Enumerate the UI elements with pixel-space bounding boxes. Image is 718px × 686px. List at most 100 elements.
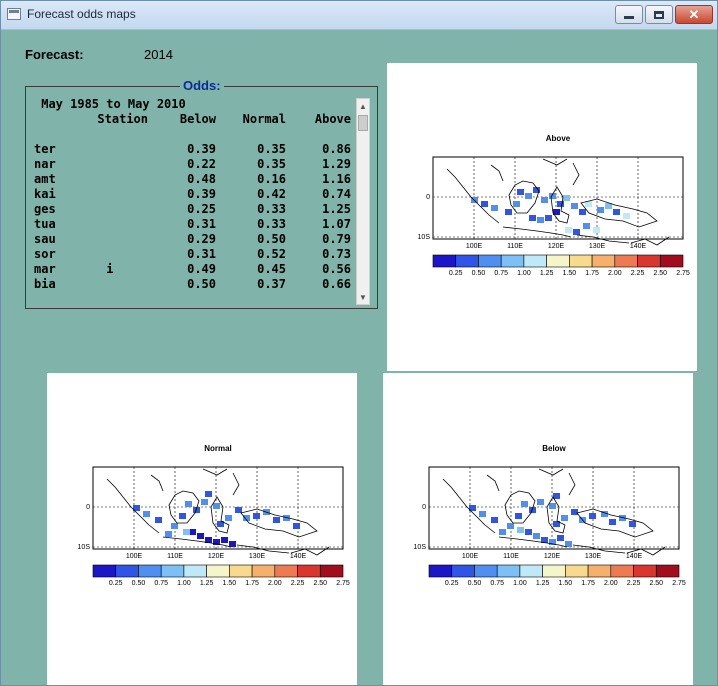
odds-text-area[interactable]: May 1985 to May 2010 Station Below Norma… <box>34 97 352 297</box>
data-cell <box>601 511 608 517</box>
data-cell <box>549 193 556 199</box>
map-panel-below: Below 100E 110E 120E 130E 140E 0 10S 0.25 0.50 0.7… <box>383 373 693 685</box>
odds-cell-below: 0.22 <box>187 157 216 171</box>
odds-cell-above: 0.74 <box>322 187 351 201</box>
colorbar-label: 1.75 <box>585 270 599 277</box>
odds-cell-normal: 0.33 <box>257 217 286 231</box>
colorbar-label: 0.50 <box>132 580 146 587</box>
data-cell <box>253 513 260 519</box>
colorbar-swatch <box>565 564 589 578</box>
odds-row: sor 0.31 0.52 0.73 <box>34 247 352 262</box>
minimize-button[interactable] <box>615 5 643 24</box>
odds-legend: Odds: <box>180 78 224 94</box>
maximize-button[interactable] <box>645 5 673 24</box>
scroll-thumb[interactable] <box>358 115 368 131</box>
colorbar-swatch <box>432 254 457 268</box>
coastline <box>502 226 572 238</box>
data-cell <box>589 513 596 519</box>
odds-row: kai 0.39 0.42 0.74 <box>34 187 352 202</box>
odds-cell-normal: 0.50 <box>257 232 286 246</box>
colorbar-label: 1.50 <box>223 580 237 587</box>
odds-cell-normal: 0.42 <box>257 187 286 201</box>
data-cell <box>229 541 236 547</box>
data-cell <box>541 197 548 203</box>
close-button[interactable]: ✕ <box>675 5 713 24</box>
x-tick-label: 140E <box>626 553 643 560</box>
odds-cell-name: nar <box>34 157 56 171</box>
colorbar-swatch <box>428 564 453 578</box>
map-title: Normal <box>204 444 232 453</box>
data-cell <box>549 539 556 545</box>
colorbar-swatch <box>319 564 344 578</box>
colorbar-swatch <box>523 254 547 268</box>
coastline <box>162 536 232 548</box>
data-cell <box>541 537 548 543</box>
forecast-label: Forecast: <box>25 47 84 62</box>
colorbar-swatch <box>519 564 543 578</box>
odds-cell-below: 0.29 <box>187 232 216 246</box>
data-cell <box>213 539 220 545</box>
colorbar-swatch <box>591 254 616 268</box>
odds-cell-normal: 0.35 <box>257 157 286 171</box>
data-cell <box>491 205 498 211</box>
data-cell <box>565 541 572 547</box>
colorbar-label: 1.75 <box>581 580 595 587</box>
colorbar-swatch <box>92 564 117 578</box>
data-cell <box>549 503 556 509</box>
odds-cell-above: 0.73 <box>322 247 351 261</box>
data-cell <box>189 529 196 535</box>
colorbar: 0.25 0.50 0.75 1.00 1.25 1.50 1.75 2.00 2.25 2.50… <box>428 564 686 587</box>
colorbar: 0.25 0.50 0.75 1.00 1.25 1.50 1.75 2.00 2.25 2.50… <box>92 564 350 587</box>
odds-row: tua 0.31 0.33 1.07 <box>34 217 352 232</box>
coastline <box>542 158 568 166</box>
colorbar-label: 2.75 <box>672 580 686 587</box>
colorbar-label: 0.25 <box>109 580 123 587</box>
data-cell <box>553 209 560 215</box>
data-cell <box>235 507 242 513</box>
map-plot: 100E 110E 120E 130E 140E 0 10S <box>418 156 684 250</box>
data-cell <box>283 515 290 521</box>
odds-cell-normal: 0.52 <box>257 247 286 261</box>
odds-group: Odds: May 1985 to May 2010 Station Below… <box>25 78 378 309</box>
data-cell <box>525 529 532 535</box>
odds-cell-below: 0.39 <box>187 142 216 156</box>
colorbar-label: 1.00 <box>517 270 531 277</box>
x-tick-label: 110E <box>507 243 523 250</box>
colorbar-swatch <box>500 254 525 268</box>
data-cell <box>565 227 572 233</box>
data-cell <box>513 201 520 207</box>
coastline <box>550 186 570 224</box>
data-cell <box>563 195 570 201</box>
data-cell <box>609 519 616 525</box>
data-cell <box>217 521 224 527</box>
data-cell <box>273 517 280 523</box>
odds-scrollbar[interactable]: ▲ ▼ <box>356 98 370 305</box>
forecast-year: 2014 <box>144 47 173 62</box>
coastline <box>442 478 496 534</box>
odds-cell-above: 1.07 <box>322 217 351 231</box>
coastline <box>290 546 330 556</box>
header-below: Below <box>179 112 216 126</box>
coastline <box>498 536 568 548</box>
data-cell <box>507 523 514 529</box>
x-tick-label: 140E <box>290 553 307 560</box>
data-cell <box>243 515 250 521</box>
map-title: Above <box>546 134 571 143</box>
title-bar[interactable]: Forecast odds maps ✕ <box>1 1 717 30</box>
data-cell <box>505 209 512 215</box>
odds-cell-normal: 0.35 <box>257 142 286 156</box>
coastline <box>106 478 160 534</box>
x-tick-label: 120E <box>544 553 561 560</box>
map-plot: 100E 110E 120E 130E 140E 0 10S <box>414 466 680 560</box>
odds-cell-normal: 0.37 <box>257 277 286 291</box>
data-cell <box>571 203 578 209</box>
map-plot: 100E 110E 120E 130E 140E 0 10S <box>78 466 344 560</box>
colorbar-label: 2.00 <box>604 580 618 587</box>
scroll-up-icon[interactable]: ▲ <box>359 101 367 111</box>
odds-cell-above: 1.29 <box>322 157 351 171</box>
scroll-down-icon[interactable]: ▼ <box>359 292 367 302</box>
odds-cell-above: 1.25 <box>322 202 351 216</box>
coastline <box>486 474 500 492</box>
data-cell <box>293 523 300 529</box>
colorbar-swatch <box>274 564 298 578</box>
